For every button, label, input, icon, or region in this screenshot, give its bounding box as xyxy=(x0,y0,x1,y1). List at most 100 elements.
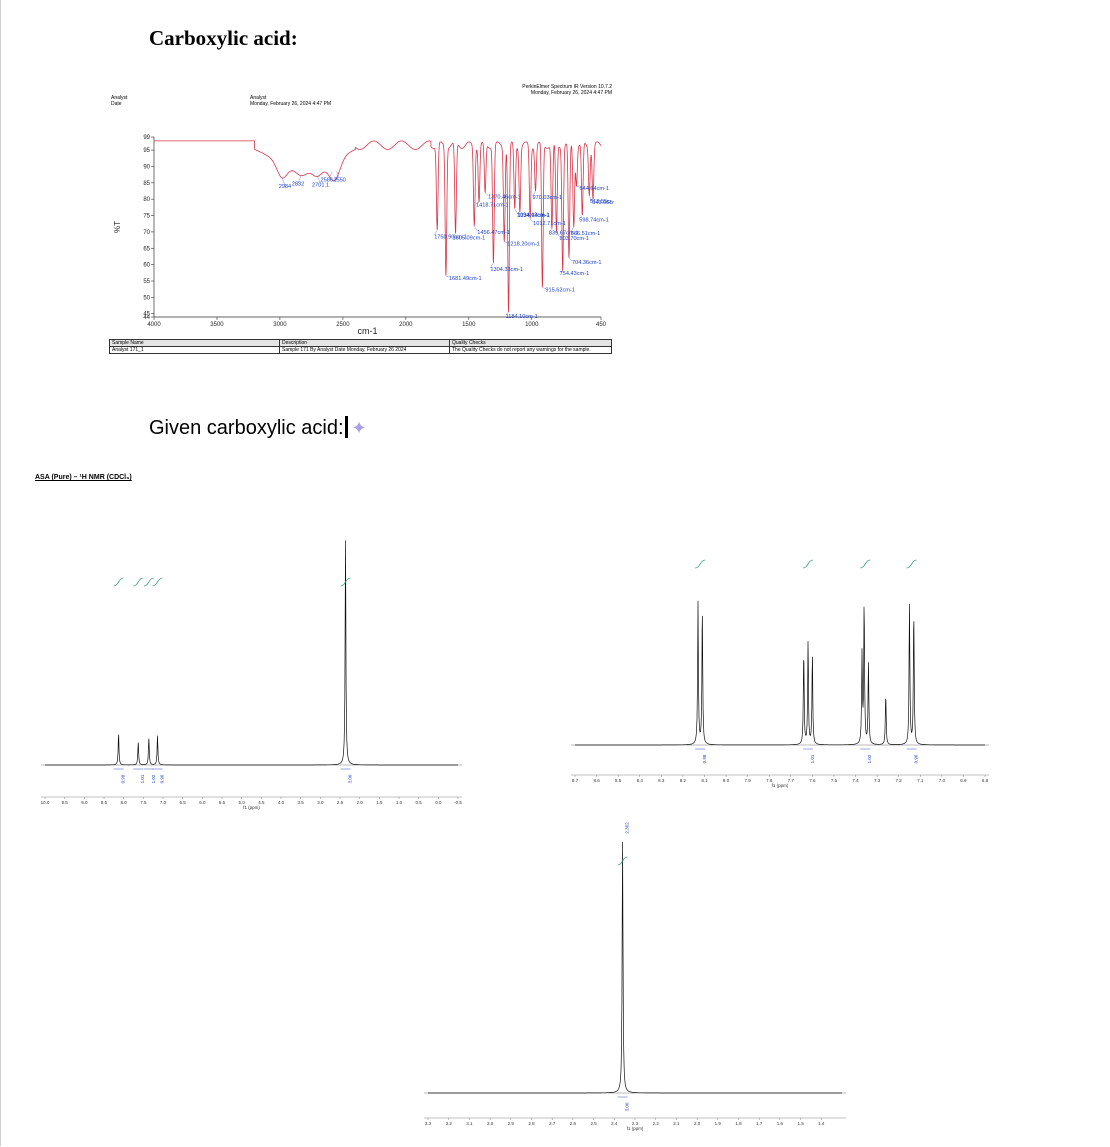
ir-y-tick-label: 85 xyxy=(143,181,150,187)
ir-peak-label: 598.74cm-1 xyxy=(579,218,609,224)
ir-peak-leader xyxy=(576,185,580,188)
nmr-integral-label: 3.00 xyxy=(625,1102,630,1111)
ir-peak-leader xyxy=(516,212,520,214)
nmr-x-tick-label: 6.0 xyxy=(199,800,206,805)
ir-y-tick-label: 55 xyxy=(143,279,150,285)
nmr-integral-label: 0.98 xyxy=(121,774,126,783)
ir-peak-label: 666.51cm-1 xyxy=(571,231,601,237)
ir-peak-leader xyxy=(530,218,534,222)
nmr-x-tick-label: 10.0 xyxy=(41,800,50,805)
nmr-x-tick-label: 7.7 xyxy=(788,778,795,783)
ir-peak-label: 2832 xyxy=(292,182,304,188)
nmr-aromatic-spectrum: 0.98 1.01 1.02 0.96 8.7 8.6 8.5 8.4 8.3 8.2 8.1 8.0… xyxy=(560,480,1000,795)
ir-peak-leader xyxy=(570,226,574,233)
nmr-x-tick-label: 8.7 xyxy=(572,778,579,783)
nmr-integral-curve xyxy=(802,559,814,569)
nmr-x-tick-label: 2.6 xyxy=(570,1121,577,1126)
ir-y-tick-label: 50 xyxy=(143,295,150,301)
nmr-x-tick-label: 7.6 xyxy=(809,778,816,783)
ir-meta-labels: Analyst Date xyxy=(111,95,127,107)
nmr-integral-curve xyxy=(143,577,154,587)
ir-peak-label: 1605.09cm-1 xyxy=(453,236,486,242)
nmr-aromatic-plot: 0.98 1.01 1.02 0.96 8.7 8.6 8.5 8.4 8.3 8.2 8.1 8.0… xyxy=(571,559,989,788)
ir-spectrum-panel: PerkinElmer Spectrum IR Version 10.7.2 M… xyxy=(108,84,614,369)
nmr-x-tick-label: 8.5 xyxy=(101,800,108,805)
nmr-integral-curve xyxy=(133,577,144,587)
nmr-x-tick-label: 1.6 xyxy=(777,1121,784,1126)
nmr-x-tick-label: 7.2 xyxy=(896,778,903,783)
nmr-integral-label: 3.00 xyxy=(348,774,353,783)
ir-peak-leader xyxy=(297,175,302,183)
ir-peak-label: 1134.94cm-1 xyxy=(518,213,550,219)
nmr-x-tick-label: 2.7 xyxy=(549,1121,556,1126)
nmr-integral-curve xyxy=(152,577,163,587)
ir-x-tick-label: 3000 xyxy=(273,322,287,328)
ir-x-tick-label: 2500 xyxy=(336,322,350,328)
ir-peak-label: 1418.71cm-1 xyxy=(476,202,509,208)
nmr-integral-curve xyxy=(695,559,706,569)
nmr-integral-label: 1.02 xyxy=(867,754,872,763)
sparkle-icon[interactable]: ✦ xyxy=(351,418,367,438)
ir-peak-label: 1184.10cm-1 xyxy=(506,314,538,320)
ir-y-tick-label: 60 xyxy=(143,263,150,269)
ir-peak-label: 704.36cm-1 xyxy=(572,260,602,266)
ir-table-cell: Analyst 171_1 xyxy=(109,346,280,354)
nmr-integral-curve xyxy=(340,577,351,587)
ir-peak-leader xyxy=(556,231,560,238)
text-cursor xyxy=(344,416,348,438)
ir-spectrum-line xyxy=(154,140,602,313)
nmr-x-tick-label: 1.0 xyxy=(396,800,403,805)
ir-x-tick-label: 4000 xyxy=(147,322,161,328)
nmr-integral-label: 0.98 xyxy=(702,754,707,763)
nmr-x-axis-label: f1 (ppm) xyxy=(243,805,260,810)
ir-peak-leader xyxy=(317,176,321,184)
nmr-x-tick-label: 1.7 xyxy=(756,1121,763,1126)
nmr-x-tick-label: 3.0 xyxy=(487,1121,494,1126)
ir-peak-label: 915.62cm-1 xyxy=(545,288,575,294)
nmr-x-tick-label: 7.3 xyxy=(874,778,881,783)
nmr-x-tick-label: 7.0 xyxy=(160,800,167,805)
ir-peak-leader xyxy=(445,275,449,278)
ir-analyst-value: Analyst xyxy=(250,95,267,101)
nmr-x-tick-label: 8.0 xyxy=(723,778,730,783)
nmr-x-tick-label: 2.3 xyxy=(632,1121,639,1126)
nmr-x-tick-label: 8.3 xyxy=(658,778,665,783)
nmr-peak-label: 2.362 xyxy=(625,822,630,834)
nmr-x-tick-label: 6.9 xyxy=(960,778,967,783)
nmr-spectrum-line xyxy=(428,841,842,1094)
ir-analyst-label: Analyst xyxy=(111,95,128,101)
ir-header-date: Monday, February 26, 2024 4:47 PM xyxy=(530,90,612,96)
nmr-x-tick-label: 2.0 xyxy=(694,1121,701,1126)
nmr-x-tick-label: 7.8 xyxy=(766,778,773,783)
ir-table-header: Quality Checks xyxy=(449,339,612,347)
ir-x-tick-label: 450 xyxy=(596,322,607,328)
ir-peak-label: 1218.20cm-1 xyxy=(507,242,540,248)
nmr-x-tick-label: 2.1 xyxy=(673,1121,680,1126)
nmr-integral-label: 0.96 xyxy=(914,754,919,763)
nmr-x-tick-label: 9.5 xyxy=(62,800,69,805)
ir-table-cell: The Quality Checks do not report any war… xyxy=(449,346,612,354)
ir-peak-leader xyxy=(281,177,286,185)
ir-peak-label: 839.67cm-1 xyxy=(549,231,579,237)
nmr-x-tick-label: 3.5 xyxy=(298,800,305,805)
nmr-x-tick-label: 1.5 xyxy=(376,800,383,805)
nmr-x-tick-label: 1.5 xyxy=(797,1121,804,1126)
page-subheading[interactable]: Given carboxylic acid: ✦ xyxy=(149,416,367,440)
ir-y-tick-label: 90 xyxy=(143,164,150,170)
ir-peak-label: 2550 xyxy=(333,177,345,183)
nmr-integral-label: 1.01 xyxy=(810,754,815,763)
ir-peak-leader xyxy=(328,171,333,179)
nmr-x-tick-label: 2.5 xyxy=(590,1121,597,1126)
nmr-x-tick-label: 8.4 xyxy=(637,778,644,783)
nmr-integral-curve xyxy=(113,577,124,587)
nmr-integral-label: 0.96 xyxy=(159,774,164,783)
ir-table-header: Description xyxy=(279,339,450,347)
ir-peak-leader xyxy=(579,215,583,219)
nmr-x-tick-label: 2.0 xyxy=(357,800,364,805)
ir-peak-label: 2586.7 xyxy=(320,178,337,184)
nmr-x-tick-label: 8.2 xyxy=(680,778,687,783)
nmr-x-tick-label: 5.0 xyxy=(239,800,246,805)
nmr-integral-curve xyxy=(617,856,628,866)
nmr-x-tick-label: 7.5 xyxy=(831,778,838,783)
nmr-integral-label: 1.02 xyxy=(151,774,156,783)
